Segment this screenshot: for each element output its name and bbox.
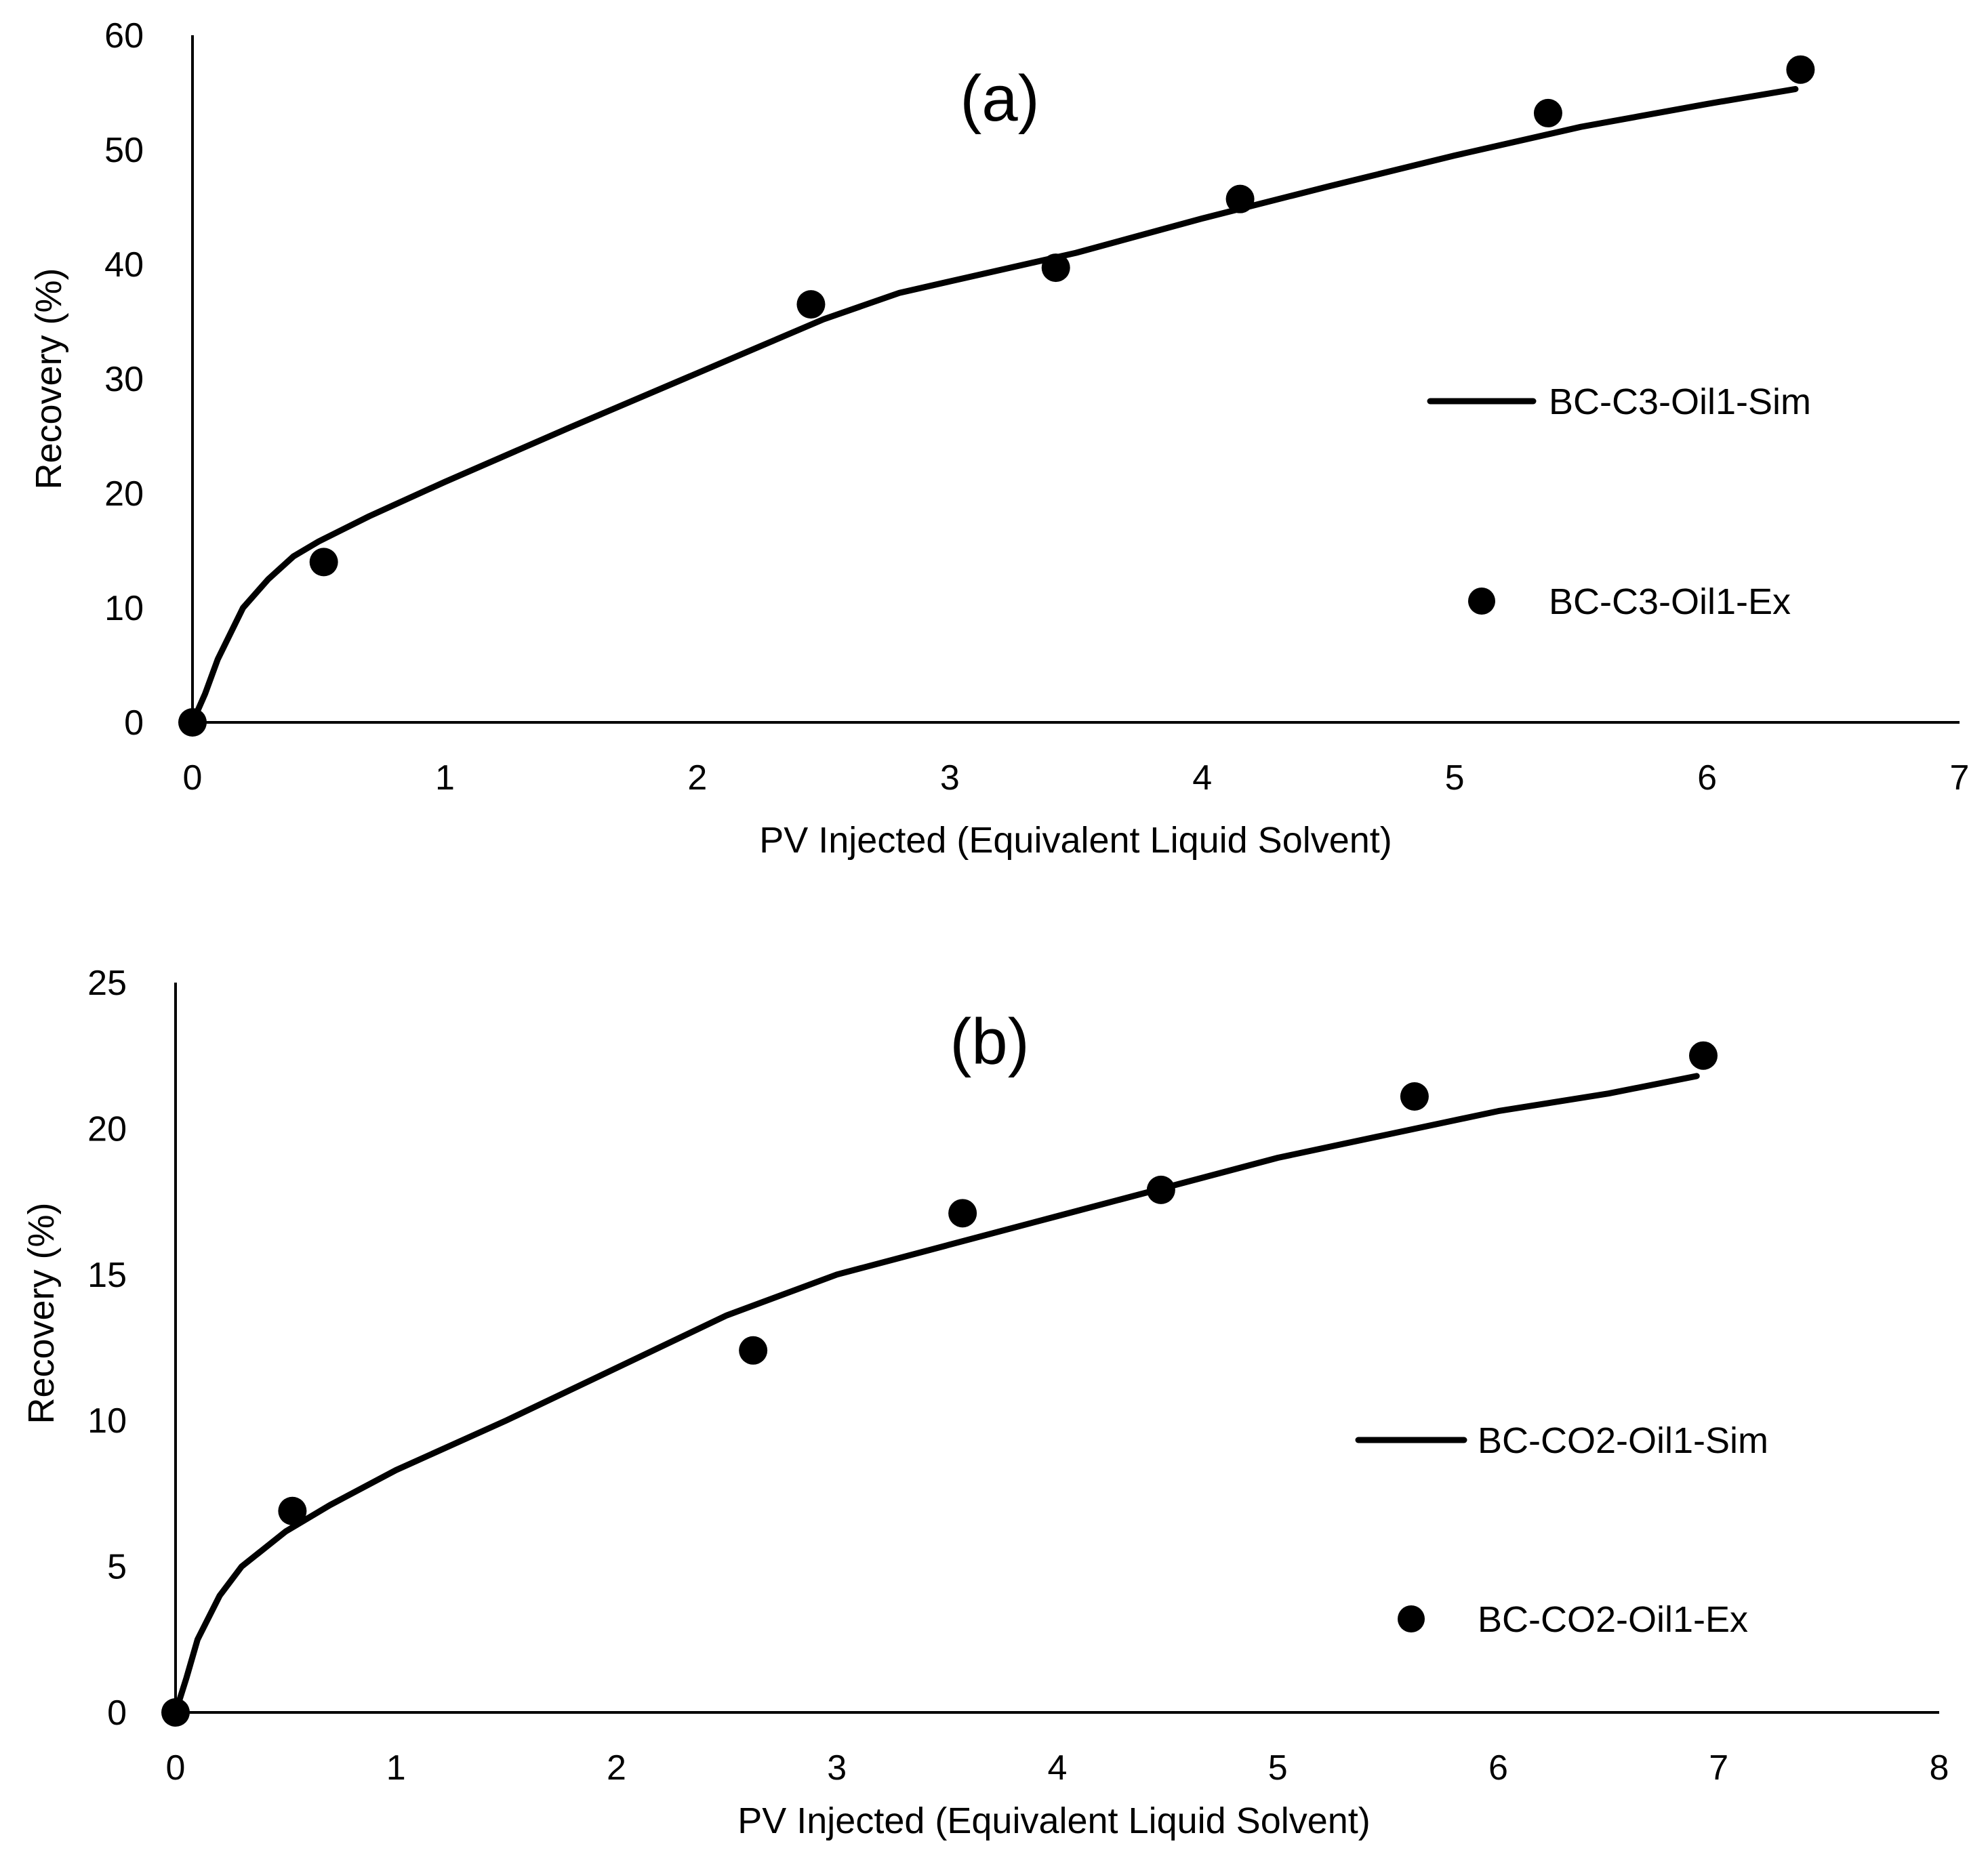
y-tick-label: 10 [87,1401,127,1441]
data-point-a-1 [309,548,338,577]
y-tick-labels-b: 0 5 10 15 20 25 [87,964,127,1733]
x-tick-label: 8 [1930,1748,1949,1788]
y-tick-labels-a: 0 10 20 30 40 50 60 [104,16,144,743]
y-tick-label: 30 [104,360,144,399]
x-tick-label: 3 [827,1748,847,1788]
x-tick-label: 5 [1445,758,1465,798]
x-axis-title-a: PV Injected (Equivalent Liquid Solvent) [759,820,1392,861]
x-tick-label: 2 [687,758,707,798]
chart-panel-b: 0 1 2 3 4 5 6 7 8 0 5 10 15 20 25 (b) PV Injected (Eq… [21,964,1949,1841]
x-tick-label: 6 [1488,1748,1508,1788]
data-point-b-1 [278,1496,307,1525]
x-tick-label: 5 [1268,1748,1288,1788]
data-point-a-4 [1225,184,1255,213]
x-tick-label: 6 [1697,758,1717,798]
y-tick-label: 15 [87,1256,127,1295]
data-point-a-0 [178,708,207,737]
x-tick-label: 7 [1950,758,1970,798]
data-point-a-6 [1786,55,1815,84]
chart-panel-a: 0 1 2 3 4 5 6 7 0 10 20 30 40 50 60 (a) PV Injected (… [28,16,1969,861]
x-tick-label: 4 [1048,1748,1068,1788]
x-tick-labels-b: 0 1 2 3 4 5 6 7 8 [166,1748,1949,1788]
data-point-b-3 [948,1199,977,1228]
y-tick-label: 25 [87,964,127,1003]
legend-label-sim-a: BC-C3-Oil1-Sim [1549,382,1811,422]
x-tick-label: 7 [1709,1748,1728,1788]
legend-a: BC-C3-Oil1-Sim BC-C3-Oil1-Ex [1427,382,1811,622]
series-line-bc-c3-oil1-sim [189,85,1799,726]
y-tick-label: 0 [107,1693,127,1733]
y-tick-label: 5 [107,1548,127,1587]
legend-label-sim-b: BC-CO2-Oil1-Sim [1478,1420,1768,1461]
legend-b: BC-CO2-Oil1-Sim BC-CO2-Oil1-Ex [1355,1420,1768,1640]
legend-label-ex-a: BC-C3-Oil1-Ex [1549,581,1791,622]
y-axis-title-b: Recovery (%) [21,1202,62,1424]
x-tick-label: 0 [183,758,203,798]
x-tick-label: 1 [386,1748,406,1788]
data-point-a-2 [796,290,826,319]
legend-marker-ex-a [1468,588,1495,615]
data-point-a-5 [1533,98,1562,127]
x-tick-label: 2 [607,1748,626,1788]
x-tick-label: 4 [1192,758,1212,798]
data-point-b-6 [1688,1041,1718,1070]
series-points-bc-co2-oil1-ex [161,1041,1718,1727]
data-point-b-2 [739,1336,768,1365]
y-tick-label: 40 [104,245,144,285]
x-axis-title-b: PV Injected (Equivalent Liquid Solvent) [737,1801,1371,1841]
legend-marker-ex-b [1398,1605,1425,1632]
panel-label-b: (b) [950,1006,1029,1078]
panel-label-a: (a) [960,62,1039,135]
x-tick-labels-a: 0 1 2 3 4 5 6 7 [183,758,1970,798]
data-point-a-3 [1041,253,1070,283]
data-point-b-4 [1146,1175,1175,1204]
y-axis-title-a: Recovery (%) [28,268,69,489]
data-point-b-0 [161,1698,190,1727]
y-tick-label: 50 [104,131,144,170]
y-tick-label: 10 [104,589,144,628]
x-tick-label: 1 [435,758,455,798]
x-tick-label: 3 [940,758,960,798]
y-tick-label: 20 [104,474,144,514]
legend-label-ex-b: BC-CO2-Oil1-Ex [1478,1599,1748,1640]
y-tick-label: 0 [124,703,144,743]
y-tick-label: 60 [104,16,144,56]
data-point-b-5 [1400,1082,1429,1111]
x-tick-label: 0 [166,1748,186,1788]
series-points-bc-c3-oil1-ex [178,55,1815,737]
y-tick-label: 20 [87,1109,127,1149]
series-line-bc-co2-oil1-sim [172,1073,1700,1716]
